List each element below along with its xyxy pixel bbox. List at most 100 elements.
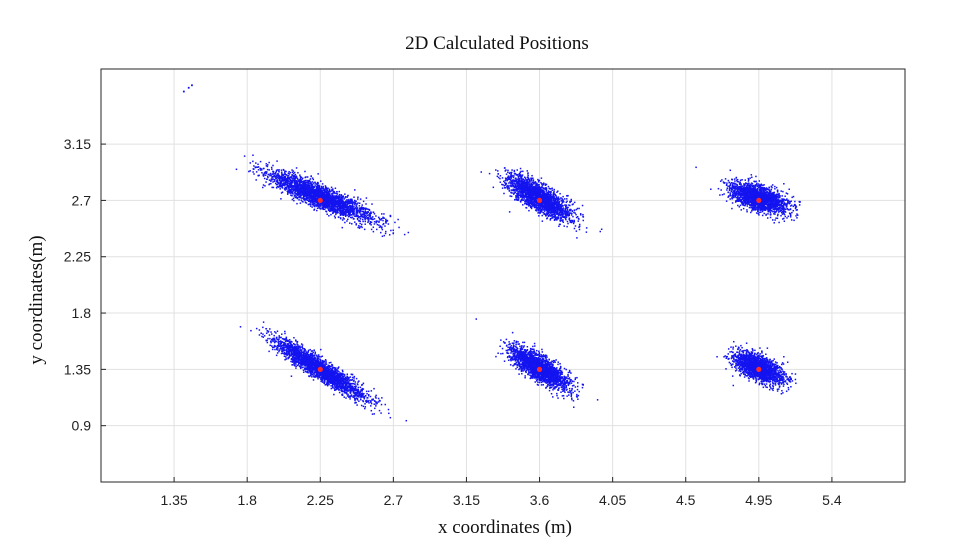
data-point [335,205,338,208]
data-point [480,171,482,173]
data-point [529,197,531,200]
data-point [334,196,336,198]
data-point [339,208,341,211]
data-point [340,206,342,209]
data-point [365,208,367,210]
data-point [359,220,361,223]
data-point [281,174,283,176]
data-point [282,177,284,180]
data-point [331,194,333,196]
data-point [563,212,566,214]
data-point [364,207,366,209]
data-point [505,177,508,180]
data-point [506,179,509,181]
data-point [346,205,348,208]
data-point [780,214,782,217]
data-point [526,203,529,206]
data-point [316,188,319,191]
data-point [557,197,560,200]
data-point [333,198,336,201]
data-point [528,203,531,205]
data-point [357,226,359,229]
data-point [549,206,552,208]
data-point [523,182,525,185]
data-point [341,205,344,207]
data-point [539,196,541,198]
data-point [796,213,798,215]
data-point [499,175,502,177]
data-point [304,185,307,187]
data-point [332,188,334,191]
data-point [504,179,507,182]
data-point [370,228,373,231]
data-point [379,218,381,221]
data-point [331,195,333,198]
data-point [554,194,557,197]
data-point [527,203,530,206]
data-point [335,211,337,214]
data-point [278,174,280,177]
data-point [336,211,338,214]
data-point [303,180,305,182]
data-point [301,189,303,192]
data-point [344,196,347,198]
data-point [354,201,357,203]
data-point [306,199,308,201]
data-point [275,175,277,178]
data-point [267,176,269,179]
data-point [281,184,283,187]
data-point [545,183,548,186]
data-point [327,207,329,210]
data-point [558,208,561,211]
data-point [512,193,515,195]
data-point [286,184,288,186]
data-point [361,204,363,206]
data-point [264,171,267,173]
data-point [504,187,507,189]
data-point [290,179,293,182]
data-point [516,174,518,176]
data-point [565,214,567,217]
data-point [505,169,507,171]
data-point [349,211,351,213]
data-point [574,225,577,227]
data-point [537,189,540,192]
data-point [308,185,311,187]
data-point [535,193,538,196]
data-point [302,193,304,195]
data-point [312,196,315,198]
data-point [292,188,295,190]
grid [101,69,905,482]
data-point [294,188,296,190]
data-point [561,198,563,200]
data-point [557,199,560,201]
data-point [531,205,533,207]
data-point [337,216,340,219]
data-point [531,204,534,206]
data-point [529,202,531,204]
data-point [533,188,535,191]
data-point [315,199,317,202]
data-point [304,180,306,182]
data-point [526,191,528,193]
data-point [306,197,308,199]
data-point [521,186,524,188]
data-point [568,218,570,221]
data-point [263,167,265,170]
data-point [272,181,274,183]
data-point [392,229,394,232]
data-point [264,172,266,174]
data-point [276,176,279,179]
data-point [568,217,571,220]
data-point [342,211,345,213]
data-point [298,188,301,191]
data-point [548,211,550,214]
data-point [306,176,309,178]
data-point [538,184,540,186]
data-point [259,169,262,171]
data-point [255,179,257,181]
data-point [535,210,538,212]
data-point [329,191,331,193]
data-point [293,199,295,202]
data-point [525,202,528,205]
